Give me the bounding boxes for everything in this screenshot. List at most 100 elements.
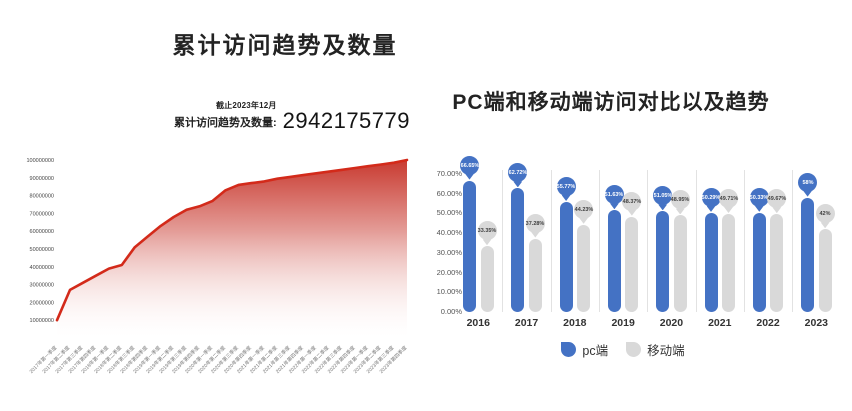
value-balloon: 55.77% <box>556 177 576 202</box>
value-balloon: 50.33% <box>749 187 769 212</box>
bar-pc <box>656 211 670 312</box>
trend-line <box>55 158 409 322</box>
kpi-block: 截止2023年12月 累计访问趋势及数量: 2942175779 <box>110 100 410 132</box>
cumulative-area-chart: 10000000 20000000 30000000 40000000 50000000… <box>26 158 409 375</box>
category-label: 2019 <box>611 317 635 329</box>
pc-drop-icon <box>561 342 577 357</box>
bar-pc <box>704 212 718 312</box>
balloon-tail <box>772 207 782 214</box>
balloon-tail <box>658 204 668 211</box>
balloon-tail <box>675 208 685 215</box>
y-axis-label: 80000000 <box>30 194 54 200</box>
legend-item-mobile: 移动端 <box>626 340 685 359</box>
balloon-tail <box>561 195 571 202</box>
bar-pc <box>607 210 621 312</box>
value-label: 51.63% <box>605 191 624 198</box>
value-label: 49.71% <box>719 195 738 202</box>
bar-mobile <box>577 224 591 312</box>
value-label: 50.29% <box>701 194 721 201</box>
bar-pc <box>752 212 766 312</box>
y-axis-label: 30000000 <box>30 283 54 289</box>
y-axis-label: 20.00% <box>436 267 462 277</box>
y-axis-label: 40000000 <box>30 265 54 271</box>
y-axis-label: 70000000 <box>30 211 54 217</box>
legend-label-pc: pc端 <box>582 344 609 358</box>
value-balloon: 42% <box>815 204 835 229</box>
y-axis-label: 50000000 <box>30 247 54 253</box>
legend-label-mobile: 移动端 <box>647 344 685 358</box>
bar-pc <box>511 188 525 312</box>
bar-mobile <box>673 215 687 312</box>
balloon-tail <box>530 231 540 238</box>
area-fill <box>57 160 407 338</box>
y-axis-label: 60000000 <box>30 229 54 235</box>
value-label: 33.35% <box>477 227 497 234</box>
balloon-tail <box>627 209 637 216</box>
bar-pc <box>801 197 815 312</box>
value-balloon: 50.29% <box>701 187 721 212</box>
value-label: 62.72% <box>508 169 528 176</box>
bar-mobile <box>625 216 639 312</box>
pc-mobile-bar-chart: 0.00% 10.00% 20.00% 30.00% 40.00% 50.00% 60.00… <box>426 0 852 411</box>
group-separator <box>502 170 504 312</box>
mobile-drop-icon <box>626 342 642 357</box>
value-label: 44.23% <box>574 206 593 213</box>
bar-mobile <box>722 214 735 312</box>
category-label: 2022 <box>756 317 780 329</box>
balloon-tail <box>482 239 492 246</box>
group-separator <box>743 170 745 312</box>
bar-pc <box>559 202 573 312</box>
value-balloon: 49.71% <box>719 189 738 213</box>
kpi-date-label: 截止2023年12月 <box>215 101 277 110</box>
group-separator <box>550 170 552 312</box>
cumulative-visits-panel: 累计访问趋势及数量 截止2023年12月 累计访问趋势及数量: 29421757… <box>26 32 410 375</box>
kpi-value: 2942175779 <box>282 108 410 134</box>
left-chart-title: 累计访问趋势及数量 <box>172 32 398 58</box>
value-label: 51.05% <box>653 192 673 199</box>
balloon-tail <box>513 181 523 188</box>
y-axis-label: 60.00% <box>436 188 462 198</box>
bar-mobile <box>480 246 494 312</box>
value-balloon: 58% <box>798 172 818 197</box>
kpi-labels: 截止2023年12月 累计访问趋势及数量: <box>174 100 277 132</box>
value-label: 48.37% <box>622 197 642 204</box>
category-label: 2020 <box>659 317 684 329</box>
y-axis-label: 10.00% <box>436 287 462 297</box>
category-label: 2021 <box>708 317 732 329</box>
bar-mobile <box>818 229 832 312</box>
y-axis-label: 0.00% <box>440 307 462 316</box>
value-balloon: 37.28% <box>525 213 545 238</box>
value-balloon: 49.67% <box>767 189 787 214</box>
y-axis-label: 10000000 <box>30 318 54 324</box>
balloon-tail <box>724 207 733 213</box>
group-separator <box>647 170 649 312</box>
group-separator <box>599 170 600 312</box>
value-label: 66.65% <box>460 161 479 168</box>
value-balloon: 66.65% <box>460 155 479 180</box>
value-balloon: 33.35% <box>477 221 497 246</box>
balloon-tail <box>609 203 619 210</box>
value-balloon: 48.37% <box>622 191 642 216</box>
value-balloon: 62.72% <box>508 163 528 188</box>
group-separator <box>695 170 697 312</box>
bar-pc <box>463 180 476 312</box>
balloon-tail <box>706 205 716 212</box>
y-axis-label: 30.00% <box>436 247 462 257</box>
category-label: 2023 <box>804 317 829 329</box>
bar-mobile <box>528 238 542 312</box>
value-label: 49.67% <box>767 195 787 202</box>
pc-mobile-panel: PC端和移动端访问对比以及趋势 0.00% 10.00% 20.00% 30.00% 4… <box>426 0 852 411</box>
balloon-tail <box>465 173 474 180</box>
value-balloon: 44.23% <box>574 199 594 224</box>
balloon-tail <box>820 222 830 229</box>
balloon-tail <box>803 190 813 197</box>
legend: pc端 移动端 <box>426 340 820 359</box>
value-label: 48.95% <box>670 196 690 203</box>
value-label: 50.33% <box>749 194 769 201</box>
category-label: 2017 <box>514 317 539 329</box>
legend-item-pc: pc端 <box>561 340 608 359</box>
category-label: 2018 <box>563 317 587 329</box>
value-label: 58% <box>802 178 814 185</box>
right-chart-title: PC端和移动端访问对比以及趋势 <box>452 91 770 114</box>
